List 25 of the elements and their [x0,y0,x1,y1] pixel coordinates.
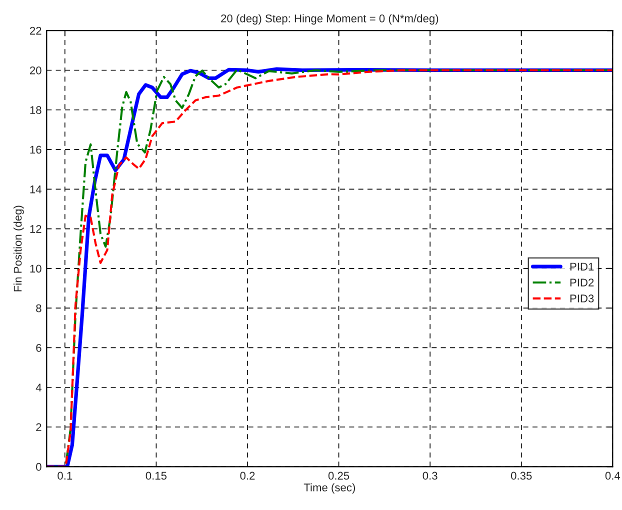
x-tick-label: 0.25 [328,472,350,480]
y-tick-label: 8 [36,304,42,312]
legend-label: PID3 [570,294,594,302]
y-tick-label: 6 [36,344,42,352]
x-tick-label: 0.35 [511,472,532,480]
x-axis-title: Time (sec) [304,483,355,494]
y-tick-label: 2 [36,423,42,432]
legend-label: PID2 [570,278,594,286]
y-tick-label: 20 [30,66,42,74]
x-tick-label: 0.3 [422,472,438,480]
chart-title: 20 (deg) Step: Hinge Moment = 0 (N*m/deg) [221,14,438,25]
x-tick-label: 0.1 [58,472,72,480]
y-tick-label: 0 [36,462,42,471]
x-tick-label: 0.2 [240,472,255,480]
y-tick-label: 12 [30,225,42,233]
y-tick-label: 4 [36,384,42,392]
y-tick-label: 22 [30,26,42,35]
y-tick-label: 18 [30,106,42,114]
x-tick-label: 0.4 [605,472,620,480]
y-axis-title: Fin Position (deg) [14,206,24,292]
y-tick-label: 16 [30,146,42,154]
x-tick-label: 0.15 [146,472,167,480]
y-tick-label: 10 [30,264,42,273]
y-tick-label: 14 [30,186,42,194]
legend-label: PID1 [570,262,594,270]
